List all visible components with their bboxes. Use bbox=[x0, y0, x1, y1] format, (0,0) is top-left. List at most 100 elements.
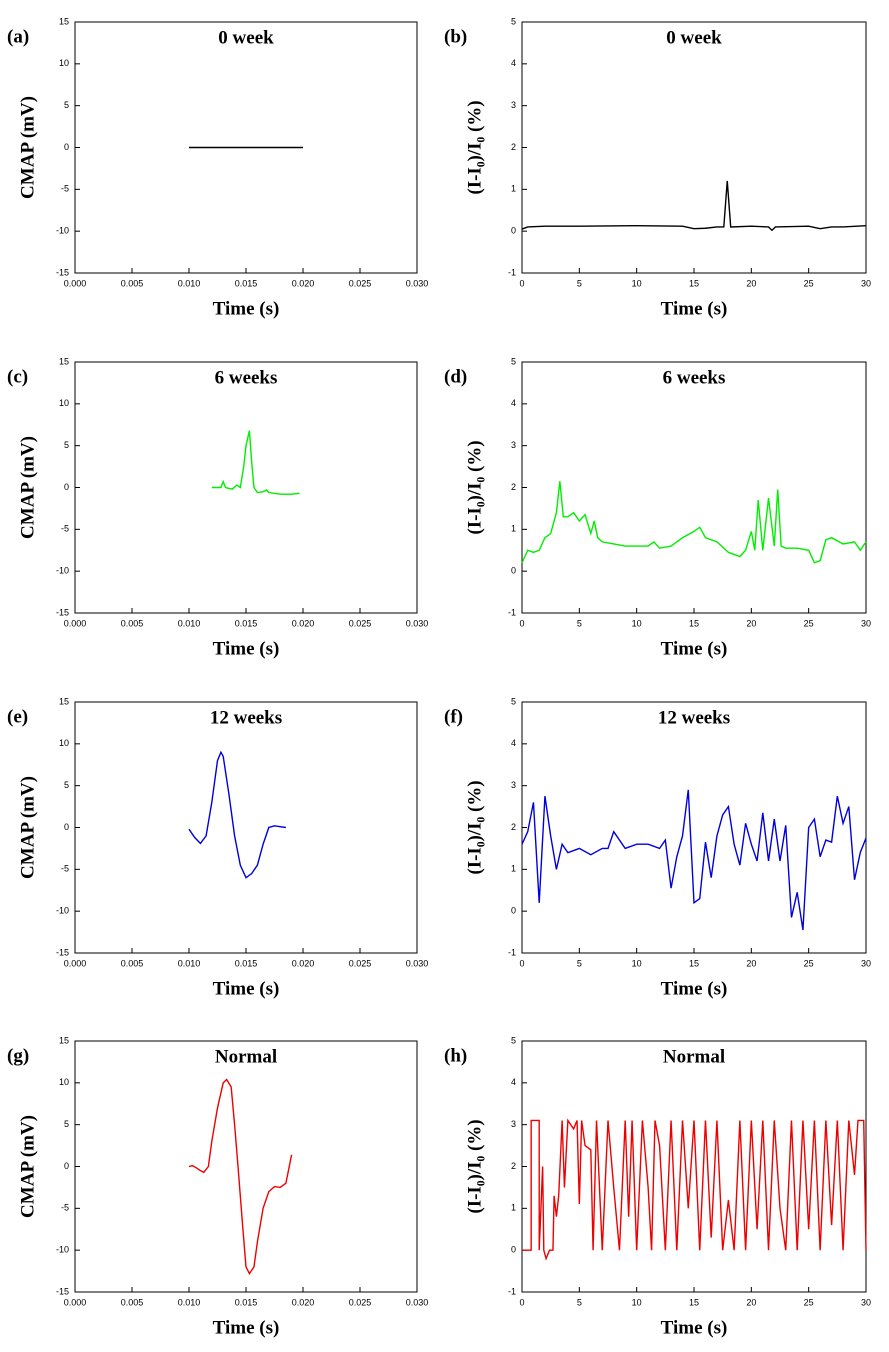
x-tick-label: 20 bbox=[746, 958, 756, 968]
x-tick-label: 0.020 bbox=[292, 958, 315, 968]
y-tick-label: 3 bbox=[511, 1119, 516, 1129]
x-tick-label: 0.015 bbox=[235, 1297, 258, 1307]
panel-label: (b) bbox=[444, 26, 467, 47]
y-tick-label: 1 bbox=[511, 524, 516, 534]
x-tick-label: 0.005 bbox=[121, 958, 144, 968]
x-tick-label: 0.005 bbox=[121, 618, 144, 628]
y-axis-label: CMAP (mV) bbox=[17, 96, 38, 199]
x-tick-label: 0.025 bbox=[349, 618, 372, 628]
x-tick-label: 0.025 bbox=[349, 278, 372, 288]
panel-label: (f) bbox=[444, 706, 463, 727]
x-tick-label: 20 bbox=[746, 1297, 756, 1307]
y-tick-label: 0 bbox=[64, 482, 69, 492]
y-tick-label: 5 bbox=[64, 1119, 69, 1129]
y-axis-label: (I-I₀)/I₀ (%) bbox=[464, 1119, 485, 1213]
x-tick-label: 0.000 bbox=[64, 618, 87, 628]
x-tick-label: 0.030 bbox=[406, 1297, 429, 1307]
y-axis-label: CMAP (mV) bbox=[17, 1115, 38, 1218]
y-tick-label: 0 bbox=[511, 226, 516, 236]
y-tick-label: -1 bbox=[508, 1286, 516, 1296]
x-tick-label: 0 bbox=[519, 1297, 524, 1307]
x-tick-label: 0.025 bbox=[349, 1297, 372, 1307]
x-axis-label: Time (s) bbox=[661, 1317, 728, 1338]
y-tick-label: 4 bbox=[511, 398, 516, 408]
y-tick-label: 0 bbox=[511, 906, 516, 916]
x-tick-label: 0.030 bbox=[406, 278, 429, 288]
y-tick-label: -5 bbox=[61, 524, 69, 534]
y-tick-label: 5 bbox=[64, 440, 69, 450]
x-tick-label: 10 bbox=[632, 278, 642, 288]
plot-frame bbox=[521, 1040, 867, 1293]
x-tick-label: 15 bbox=[689, 958, 699, 968]
plot-frame bbox=[521, 361, 867, 614]
y-tick-label: -1 bbox=[508, 267, 516, 277]
x-axis-label: Time (s) bbox=[213, 298, 280, 319]
x-tick-label: 0.025 bbox=[349, 958, 372, 968]
y-axis-label: (I-I₀)/I₀ (%) bbox=[464, 440, 485, 534]
y-tick-label: -1 bbox=[508, 947, 516, 957]
y-axis-label: (I-I₀)/I₀ (%) bbox=[464, 100, 485, 194]
x-tick-label: 30 bbox=[861, 278, 871, 288]
x-tick-label: 20 bbox=[746, 278, 756, 288]
data-line bbox=[211, 430, 300, 495]
y-tick-label: 5 bbox=[64, 780, 69, 790]
data-line bbox=[521, 180, 867, 232]
y-tick-label: -10 bbox=[56, 1245, 69, 1255]
x-tick-label: 0.010 bbox=[178, 1297, 201, 1307]
y-tick-label: 0 bbox=[511, 1245, 516, 1255]
x-axis-label: Time (s) bbox=[661, 978, 728, 999]
y-tick-label: -5 bbox=[61, 1203, 69, 1213]
x-axis-label: Time (s) bbox=[213, 638, 280, 659]
y-tick-label: 2 bbox=[511, 822, 516, 832]
x-tick-label: 25 bbox=[804, 958, 814, 968]
y-tick-label: 1 bbox=[511, 864, 516, 874]
chart-title: 6 weeks bbox=[215, 367, 278, 388]
x-tick-label: 0.010 bbox=[178, 278, 201, 288]
panel-label: (h) bbox=[444, 1045, 467, 1066]
x-axis-label: Time (s) bbox=[661, 638, 728, 659]
y-tick-label: 10 bbox=[59, 398, 69, 408]
plot-frame bbox=[521, 21, 867, 274]
x-tick-label: 0.000 bbox=[64, 278, 87, 288]
x-tick-label: 15 bbox=[689, 278, 699, 288]
y-tick-label: 10 bbox=[59, 738, 69, 748]
x-tick-label: 0.010 bbox=[178, 958, 201, 968]
y-tick-label: 2 bbox=[511, 482, 516, 492]
x-tick-label: 0.020 bbox=[292, 278, 315, 288]
y-axis-label: (I-I₀)/I₀ (%) bbox=[464, 780, 485, 874]
y-tick-label: 15 bbox=[59, 1035, 69, 1045]
x-tick-label: 25 bbox=[804, 1297, 814, 1307]
y-tick-label: 0 bbox=[64, 822, 69, 832]
data-line bbox=[521, 481, 867, 564]
plot-frame bbox=[74, 1040, 418, 1293]
x-tick-label: 0.020 bbox=[292, 1297, 315, 1307]
y-tick-label: 3 bbox=[511, 440, 516, 450]
y-tick-label: 4 bbox=[511, 1077, 516, 1087]
x-tick-label: 0 bbox=[519, 278, 524, 288]
x-axis-label: Time (s) bbox=[213, 978, 280, 999]
x-tick-label: 20 bbox=[746, 618, 756, 628]
data-line bbox=[188, 750, 287, 879]
y-tick-label: 10 bbox=[59, 58, 69, 68]
y-tick-label: 3 bbox=[511, 100, 516, 110]
y-tick-label: 2 bbox=[511, 142, 516, 152]
panel-label: (e) bbox=[7, 706, 28, 727]
x-tick-label: 0.015 bbox=[235, 958, 258, 968]
panel-label: (a) bbox=[7, 26, 29, 47]
y-tick-label: 10 bbox=[59, 1077, 69, 1087]
chart-title: 12 weeks bbox=[658, 707, 730, 728]
y-tick-label: -15 bbox=[56, 1286, 69, 1296]
x-tick-label: 0.030 bbox=[406, 958, 429, 968]
x-axis-label: Time (s) bbox=[213, 1317, 280, 1338]
x-tick-label: 0.000 bbox=[64, 958, 87, 968]
plot-frame bbox=[74, 361, 418, 614]
chart-title: 12 weeks bbox=[210, 707, 282, 728]
x-tick-label: 25 bbox=[804, 278, 814, 288]
plot-frame bbox=[74, 701, 418, 954]
y-tick-label: -15 bbox=[56, 947, 69, 957]
x-tick-label: 10 bbox=[632, 958, 642, 968]
x-tick-label: 25 bbox=[804, 618, 814, 628]
x-axis-label: Time (s) bbox=[661, 298, 728, 319]
x-tick-label: 0.030 bbox=[406, 618, 429, 628]
